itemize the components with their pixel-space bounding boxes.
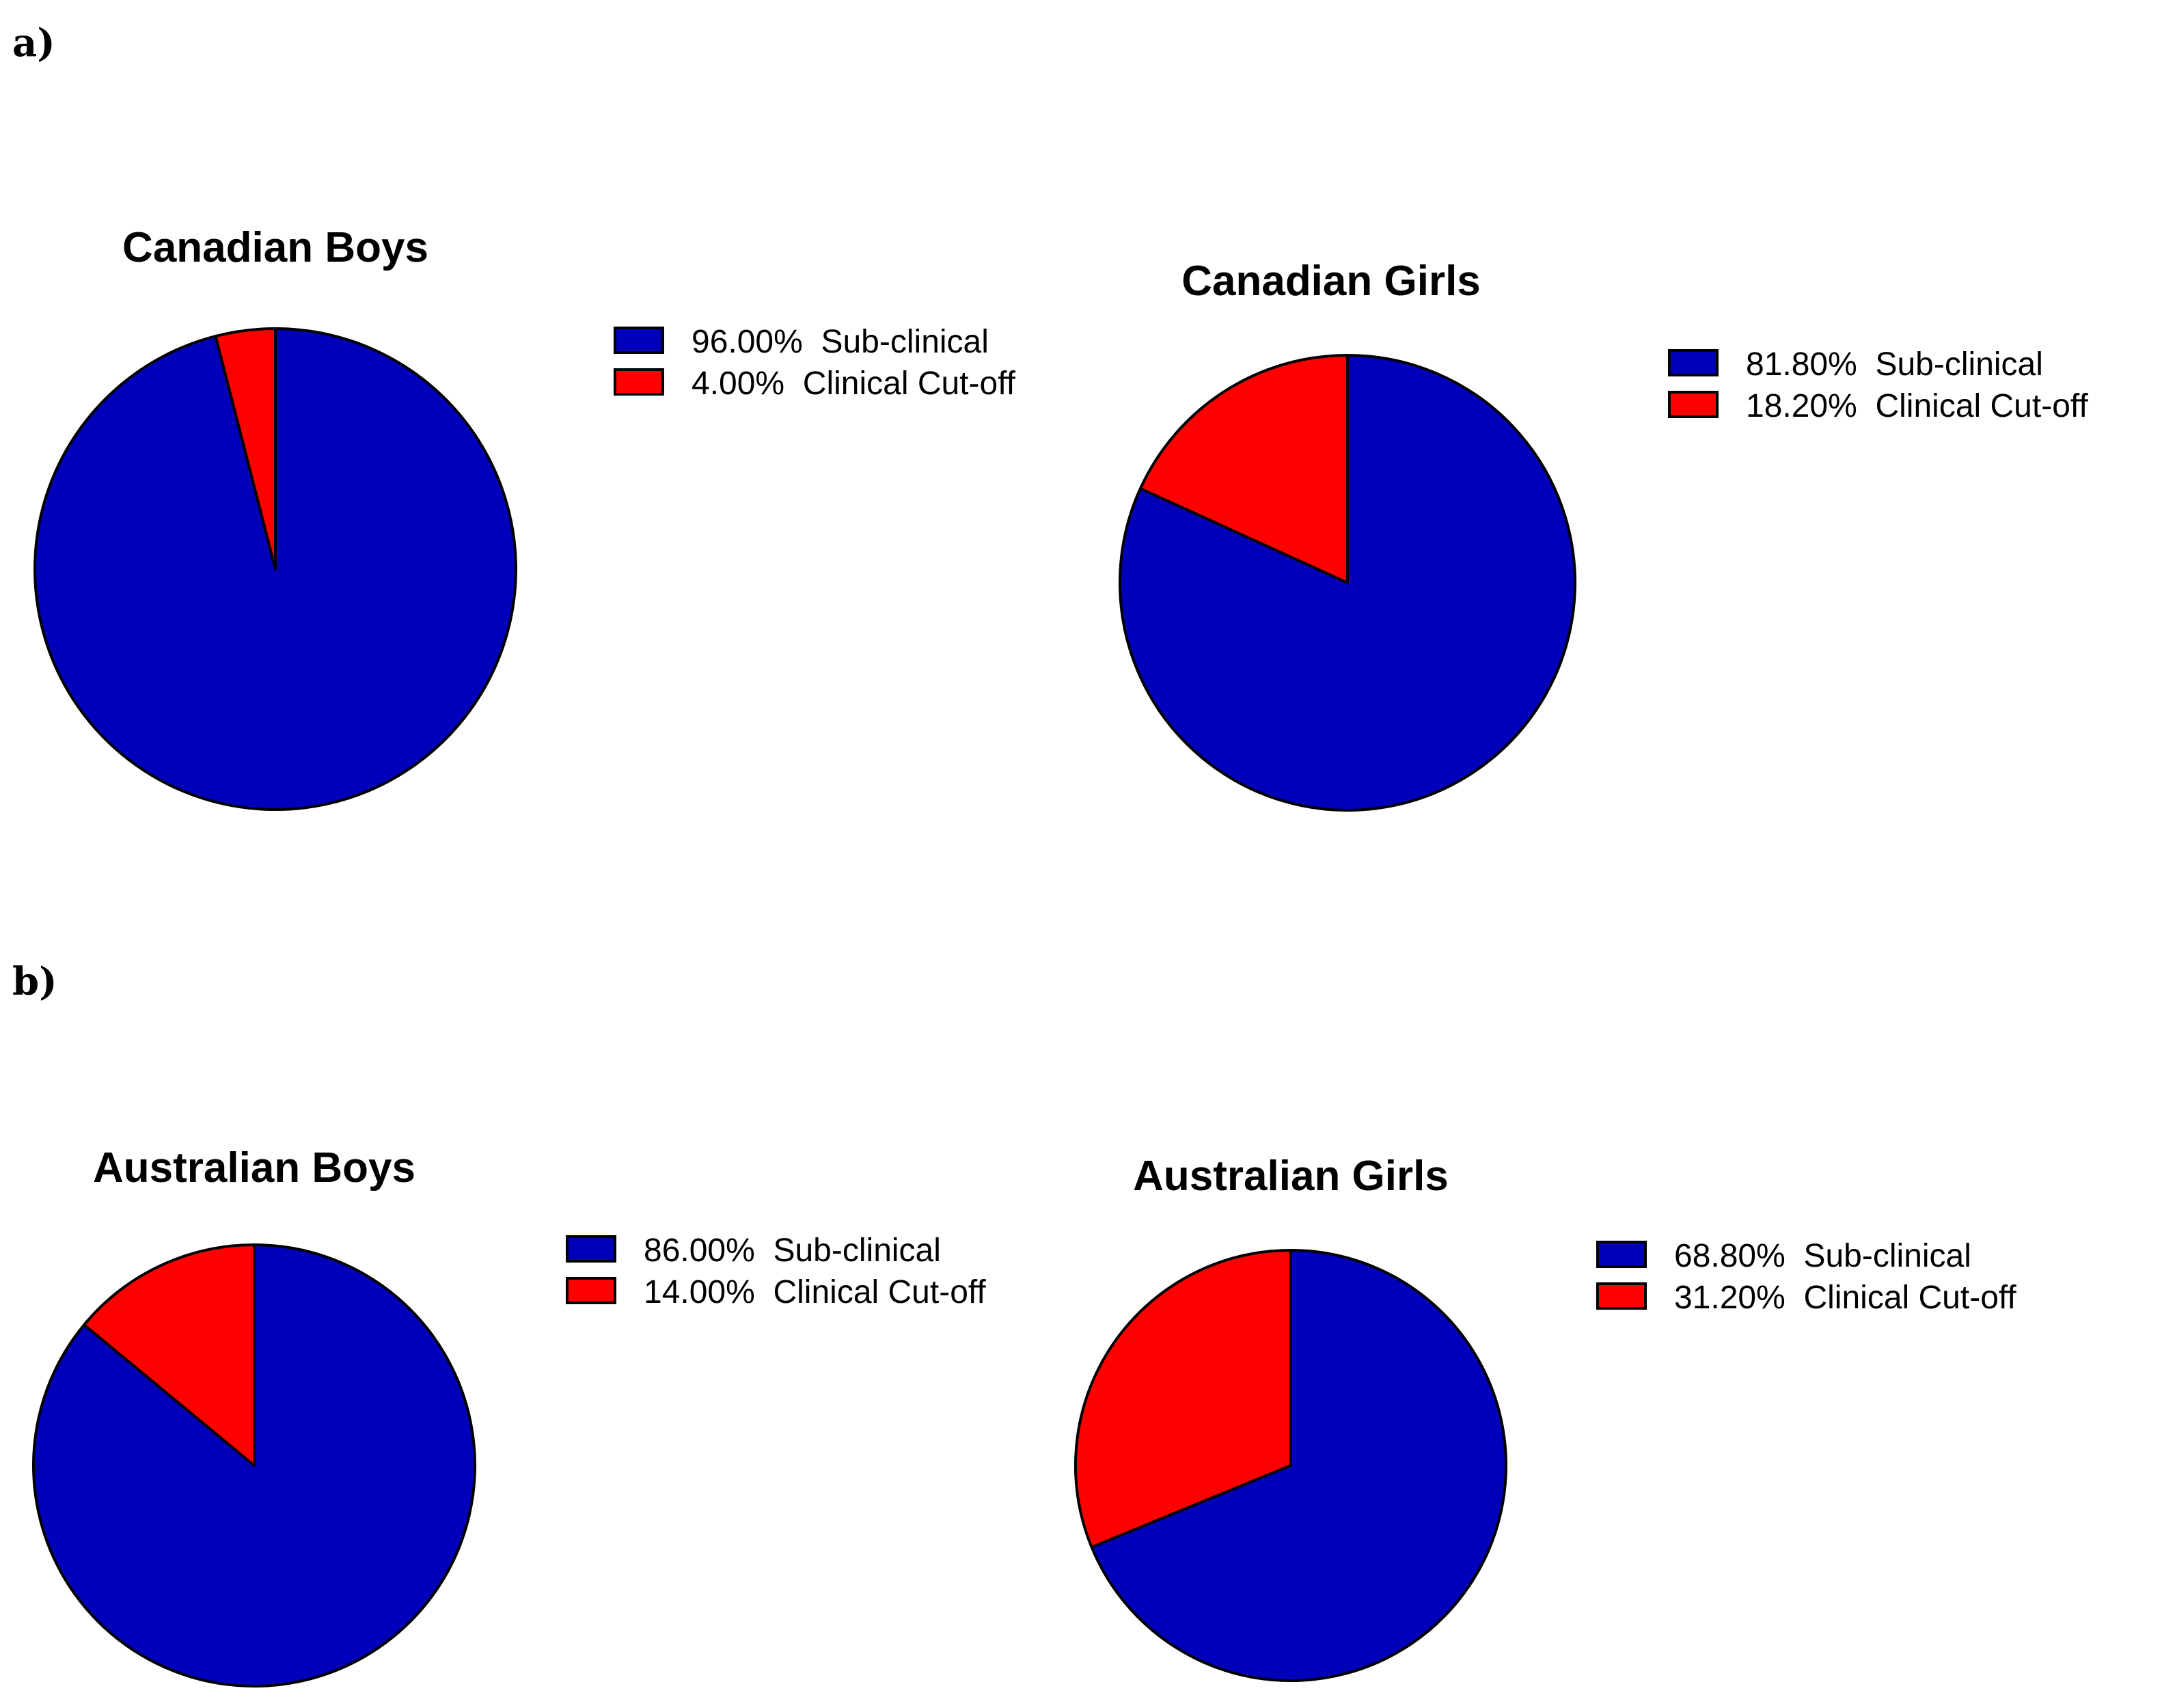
pie-slice-clinical-cut-off bbox=[1138, 354, 1349, 584]
legend-swatch-clinical-cut-off bbox=[614, 368, 664, 396]
legend: 81.80% Sub-clinical 18.20% Clinical Cut-o… bbox=[1668, 346, 2088, 424]
pie-chart-australian-boys: Australian Boys 86.00% Sub-clinical 14.00… bbox=[31, 1144, 986, 1688]
pie-chart-canadian-girls: Canadian Girls 81.80% Sub-clinical 18.20%… bbox=[1119, 258, 2088, 812]
legend-swatch-sub-clinical bbox=[1596, 1241, 1647, 1268]
legend-label-sub-clinical: 81.80% Sub-clinical bbox=[1746, 346, 2043, 383]
legend-label-sub-clinical: 86.00% Sub-clinical bbox=[644, 1232, 941, 1269]
chart-title: Australian Girls bbox=[1133, 1153, 1449, 1200]
legend: 96.00% Sub-clinical 4.00% Clinical Cut-of… bbox=[614, 324, 1016, 402]
pie-slice-clinical-cut-off bbox=[83, 1243, 256, 1467]
panel-label-b: b) bbox=[12, 959, 57, 1004]
legend-label-clinical-cut-off: 4.00% Clinical Cut-off bbox=[692, 366, 1016, 402]
legend-swatch-sub-clinical bbox=[566, 1235, 616, 1263]
chart-title: Australian Boys bbox=[93, 1144, 415, 1192]
legend-label-sub-clinical: 68.80% Sub-clinical bbox=[1674, 1238, 1971, 1274]
pie-slice-clinical-cut-off bbox=[214, 327, 277, 570]
panel-label-a: a) bbox=[12, 20, 55, 66]
pie-slice-sub-clinical bbox=[1090, 1249, 1507, 1682]
legend-label-clinical-cut-off: 18.20% Clinical Cut-off bbox=[1746, 388, 2088, 424]
legend-label-clinical-cut-off: 14.00% Clinical Cut-off bbox=[644, 1274, 986, 1310]
pie-chart-canadian-boys: Canadian Boys 96.00% Sub-clinical 4.00% C… bbox=[33, 224, 1016, 811]
legend: 68.80% Sub-clinical 31.20% Clinical Cut-o… bbox=[1596, 1238, 2016, 1316]
legend-swatch-sub-clinical bbox=[614, 327, 664, 354]
legend-label-clinical-cut-off: 31.20% Clinical Cut-off bbox=[1674, 1280, 2016, 1316]
chart-title: Canadian Girls bbox=[1181, 258, 1481, 305]
legend: 86.00% Sub-clinical 14.00% Clinical Cut-o… bbox=[566, 1232, 986, 1310]
legend-swatch-sub-clinical bbox=[1668, 349, 1719, 376]
pie-slice-clinical-cut-off bbox=[1074, 1249, 1292, 1549]
pie-chart-australian-girls: Australian Girls 68.80% Sub-clinical 31.2… bbox=[1074, 1153, 2016, 1682]
legend-swatch-clinical-cut-off bbox=[1668, 391, 1719, 418]
legend-label-sub-clinical: 96.00% Sub-clinical bbox=[692, 324, 989, 360]
legend-swatch-clinical-cut-off bbox=[1596, 1282, 1647, 1310]
chart-title: Canadian Boys bbox=[122, 224, 428, 271]
legend-swatch-clinical-cut-off bbox=[566, 1277, 616, 1304]
